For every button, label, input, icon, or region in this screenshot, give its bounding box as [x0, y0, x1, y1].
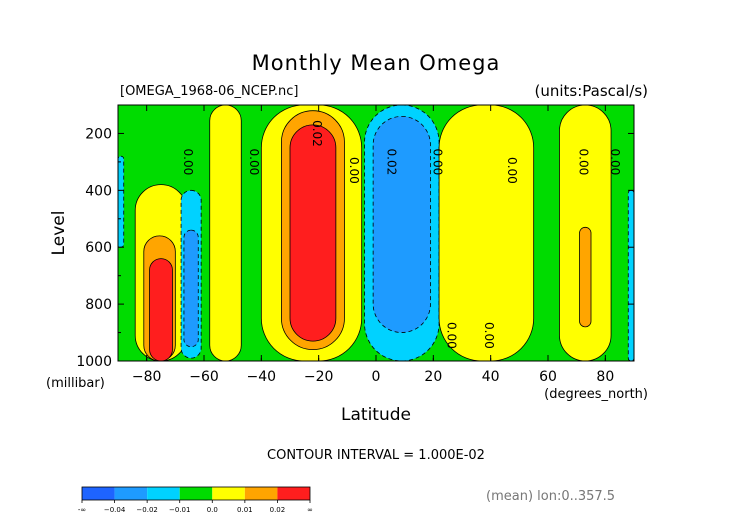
- contour-region: [183, 229, 199, 348]
- contour-label: 0.02: [310, 120, 324, 147]
- y-axis-label: Level: [49, 211, 69, 256]
- y-axis-units: (millibar): [46, 376, 105, 391]
- contour-label: 0.00: [445, 322, 459, 349]
- contour-region: [289, 124, 337, 342]
- contour-labels: 0.02 0.00 0.00 0.00 0.02 0.00 0.00 0.00 0.00 0.00…: [181, 120, 622, 349]
- x-axis: −80 −60 −40 −20 0 20 40 60 80: [132, 105, 614, 385]
- colorbar-label: −0.04: [104, 506, 126, 514]
- units-label: (units:Pascal/s): [535, 82, 649, 100]
- contour-region: [118, 155, 125, 248]
- contour-label: 0.00: [577, 149, 591, 176]
- y-tick-label: 1000: [76, 354, 112, 370]
- contour-regions: [118, 105, 634, 361]
- colorbar-label: 0.01: [237, 506, 253, 514]
- colorbar-swatch: [82, 487, 115, 500]
- colorbar-swatch: [212, 487, 245, 500]
- colorbar-swatch: [277, 487, 310, 500]
- contour-label: 0.00: [482, 322, 496, 349]
- colorbar-label: −0.02: [136, 506, 157, 514]
- y-tick-label: 600: [85, 240, 112, 256]
- y-tick-label: 200: [85, 126, 112, 142]
- colorbar-label: -∞: [78, 506, 86, 514]
- x-tick-label: 40: [482, 369, 500, 385]
- contour-region: [579, 226, 592, 328]
- footer-note: (mean) lon:0..357.5: [486, 489, 615, 504]
- x-tick-label: −40: [247, 369, 277, 385]
- colorbar-label: ∞: [307, 506, 313, 514]
- colorbar-swatch: [147, 487, 180, 500]
- contour-label: 0.00: [181, 149, 195, 176]
- x-tick-label: −60: [189, 369, 219, 385]
- contour-label: 0.00: [505, 157, 519, 184]
- colorbar-swatch: [179, 487, 213, 500]
- x-tick-label: −20: [304, 369, 334, 385]
- contour-region: [149, 258, 173, 361]
- x-axis-units: (degrees_north): [544, 387, 648, 402]
- contour-label: 0.00: [347, 157, 361, 184]
- contour-label: 0.00: [608, 149, 622, 176]
- chart-title: Monthly Mean Omega: [252, 51, 501, 75]
- x-axis-label: Latitude: [341, 405, 411, 425]
- y-tick-label: 800: [85, 297, 112, 313]
- x-tick-label: −80: [132, 369, 162, 385]
- x-tick-label: 20: [424, 369, 442, 385]
- contour-region: [627, 189, 634, 361]
- x-tick-label: 80: [596, 369, 614, 385]
- contour-interval: CONTOUR INTERVAL = 1.000E-02: [267, 448, 485, 463]
- colorbar-label: 0.02: [270, 506, 286, 514]
- x-tick-label: 0: [372, 369, 381, 385]
- contour-region: [438, 105, 535, 361]
- x-tick-label: 60: [539, 369, 557, 385]
- colorbar-frame: [81, 486, 311, 501]
- colorbar-label: 0.0: [207, 506, 218, 514]
- file-label: [OMEGA_1968-06_NCEP.nc]: [120, 84, 298, 99]
- contour-region: [372, 115, 431, 333]
- y-axis: 200 400 600 800 1000: [76, 104, 634, 370]
- contour-region: [209, 105, 242, 361]
- colorbar-swatch: [244, 487, 278, 500]
- colorbar-swatch: [114, 487, 148, 500]
- y-tick-label: 400: [85, 183, 112, 199]
- colorbar: -∞ −0.04 −0.02 −0.01 0.0 0.01 0.02 ∞: [78, 486, 313, 514]
- colorbar-label: −0.01: [169, 506, 190, 514]
- contour-label: 0.02: [384, 149, 398, 176]
- contour-label: 0.00: [247, 149, 261, 176]
- contour-label: 0.00: [430, 149, 444, 176]
